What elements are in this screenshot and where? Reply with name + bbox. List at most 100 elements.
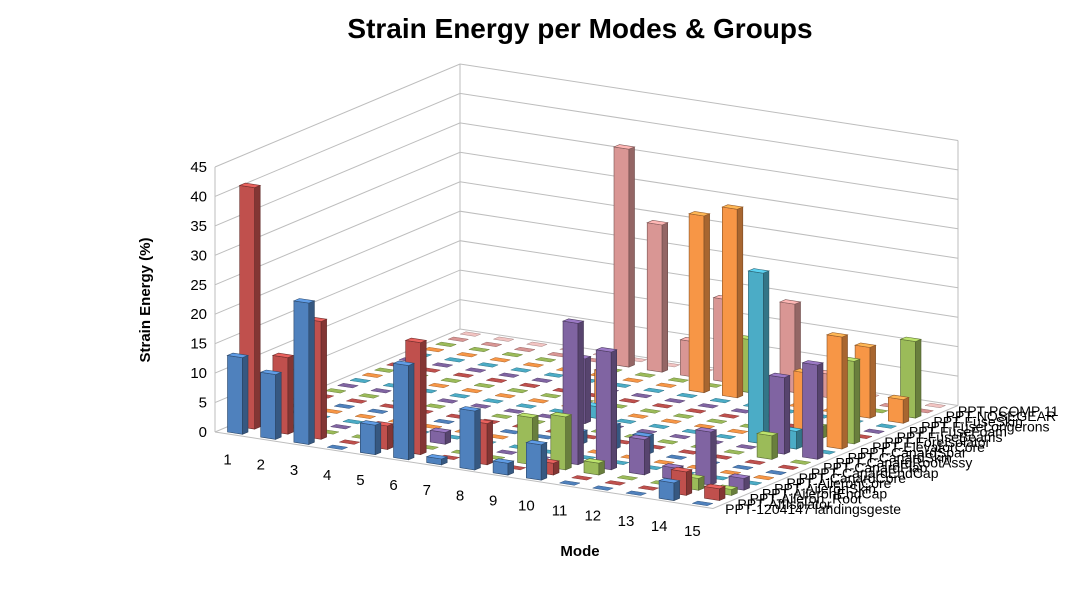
- bar: [570, 475, 594, 481]
- bar: [530, 377, 554, 383]
- x-tick-label: 11: [552, 503, 568, 520]
- series-label: PPT-AileronSkin: [774, 480, 876, 496]
- bar: [675, 392, 699, 399]
- bar: [696, 403, 720, 409]
- bar: [688, 211, 711, 394]
- bar: [735, 444, 758, 450]
- bar: [452, 372, 475, 378]
- bar: [612, 144, 636, 368]
- bar: [502, 408, 526, 414]
- bar: [752, 475, 775, 481]
- bar: [614, 418, 638, 424]
- bar: [506, 388, 529, 394]
- bar: [522, 362, 545, 368]
- series-label: PPT-AileronCore: [786, 475, 891, 491]
- series-label: PPT-PCOMP 11: [958, 403, 1059, 419]
- bar: [626, 413, 650, 419]
- bar: [743, 459, 767, 465]
- floor-edge: [214, 405, 959, 510]
- bar: [621, 377, 645, 383]
- bar: [875, 423, 898, 429]
- bar: [434, 341, 458, 347]
- y-tick-label: 25: [190, 277, 207, 294]
- bar: [329, 424, 353, 430]
- y-tick-label: 35: [190, 218, 207, 235]
- bar: [654, 382, 678, 388]
- bar: [361, 372, 384, 378]
- series-label: PPT-ForeIsolator: [884, 434, 990, 450]
- bar: [651, 403, 674, 409]
- bar: [658, 477, 681, 502]
- series-label: PPT-CanardFlap: [823, 460, 927, 476]
- series-label: PPT-FuseBeams: [897, 429, 1003, 445]
- bar: [448, 393, 472, 399]
- bar: [481, 398, 505, 404]
- bar: [492, 458, 515, 476]
- gridline: [214, 151, 959, 256]
- y-tick-label: 45: [190, 159, 207, 176]
- bar: [591, 485, 615, 491]
- bar: [460, 388, 484, 394]
- bar: [422, 347, 445, 353]
- bar: [495, 449, 519, 455]
- bar: [539, 393, 562, 399]
- bar: [862, 428, 886, 434]
- series-label: PPT-FuseLongerons: [921, 419, 1049, 435]
- bar: [488, 357, 512, 363]
- bar: [359, 420, 382, 456]
- bar: [373, 367, 396, 373]
- bar: [490, 413, 513, 419]
- bar: [731, 464, 755, 470]
- series-label: PPT-AftIsolator: [737, 496, 831, 512]
- bar: [709, 398, 732, 404]
- bar: [366, 408, 389, 414]
- bar: [618, 398, 641, 404]
- series-label: PPT-CanardRootAssy: [835, 455, 972, 471]
- series-label: PPT-FuseFoam: [909, 424, 1007, 440]
- y-axis-label: Strain Energy (%): [137, 237, 154, 362]
- x-tick-label: 14: [651, 518, 668, 535]
- bar: [525, 439, 548, 481]
- x-tick-label: 5: [356, 472, 364, 489]
- bar: [349, 377, 372, 384]
- bar: [764, 469, 788, 476]
- bar: [691, 500, 714, 506]
- bar: [672, 413, 695, 419]
- bar: [924, 402, 947, 409]
- bar: [646, 219, 669, 373]
- x-tick-label: 1: [223, 452, 231, 469]
- series-label: PPT-CanardSpar: [860, 444, 967, 460]
- x-tick-label: 8: [456, 487, 464, 504]
- bar: [647, 423, 671, 429]
- bar: [801, 360, 825, 460]
- bar: [464, 367, 487, 373]
- gridline: [214, 92, 959, 197]
- series-label: PPT-Aileron_Root: [750, 491, 862, 507]
- bar: [660, 418, 683, 424]
- bar: [425, 454, 449, 466]
- bar: [549, 411, 573, 471]
- bar: [726, 428, 749, 434]
- bar: [226, 352, 250, 435]
- bar: [459, 331, 482, 337]
- bar: [469, 403, 492, 409]
- bar: [582, 458, 606, 476]
- y-tick-label: 0: [199, 424, 207, 441]
- bar: [642, 387, 666, 393]
- x-axis-label: Mode: [560, 543, 599, 560]
- bar: [259, 369, 283, 440]
- x-tick-label: 6: [389, 477, 397, 494]
- bar: [747, 268, 771, 445]
- bar: [637, 485, 660, 491]
- series-label: PPT-ElevatorCore: [872, 439, 985, 455]
- bar: [324, 388, 347, 394]
- bar: [721, 204, 744, 399]
- bar: [357, 393, 381, 399]
- bar: [333, 403, 356, 409]
- x-tick-label: 3: [290, 462, 298, 479]
- series-label: PPT-FuseSkin: [933, 413, 1022, 429]
- bar: [595, 347, 618, 471]
- x-tick-label: 7: [423, 482, 431, 499]
- bar: [777, 464, 800, 470]
